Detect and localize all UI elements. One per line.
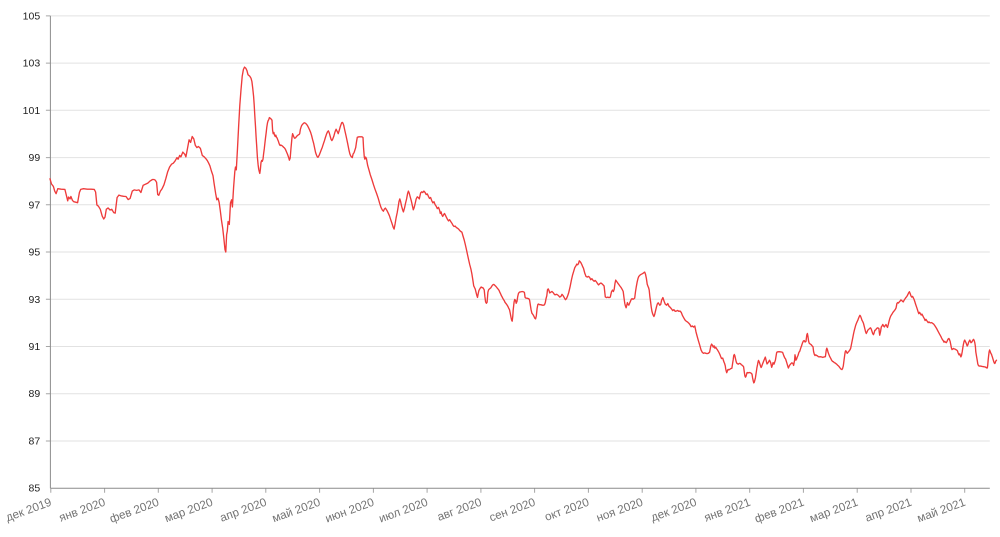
svg-text:93: 93 [29, 294, 41, 306]
svg-text:103: 103 [23, 58, 41, 70]
svg-text:91: 91 [29, 341, 41, 353]
svg-text:95: 95 [29, 247, 41, 259]
svg-text:101: 101 [23, 105, 41, 117]
svg-text:87: 87 [29, 436, 41, 448]
svg-text:89: 89 [29, 388, 41, 400]
svg-text:99: 99 [29, 152, 41, 164]
svg-text:85: 85 [29, 483, 41, 495]
svg-text:97: 97 [29, 199, 41, 211]
svg-text:105: 105 [23, 10, 41, 22]
